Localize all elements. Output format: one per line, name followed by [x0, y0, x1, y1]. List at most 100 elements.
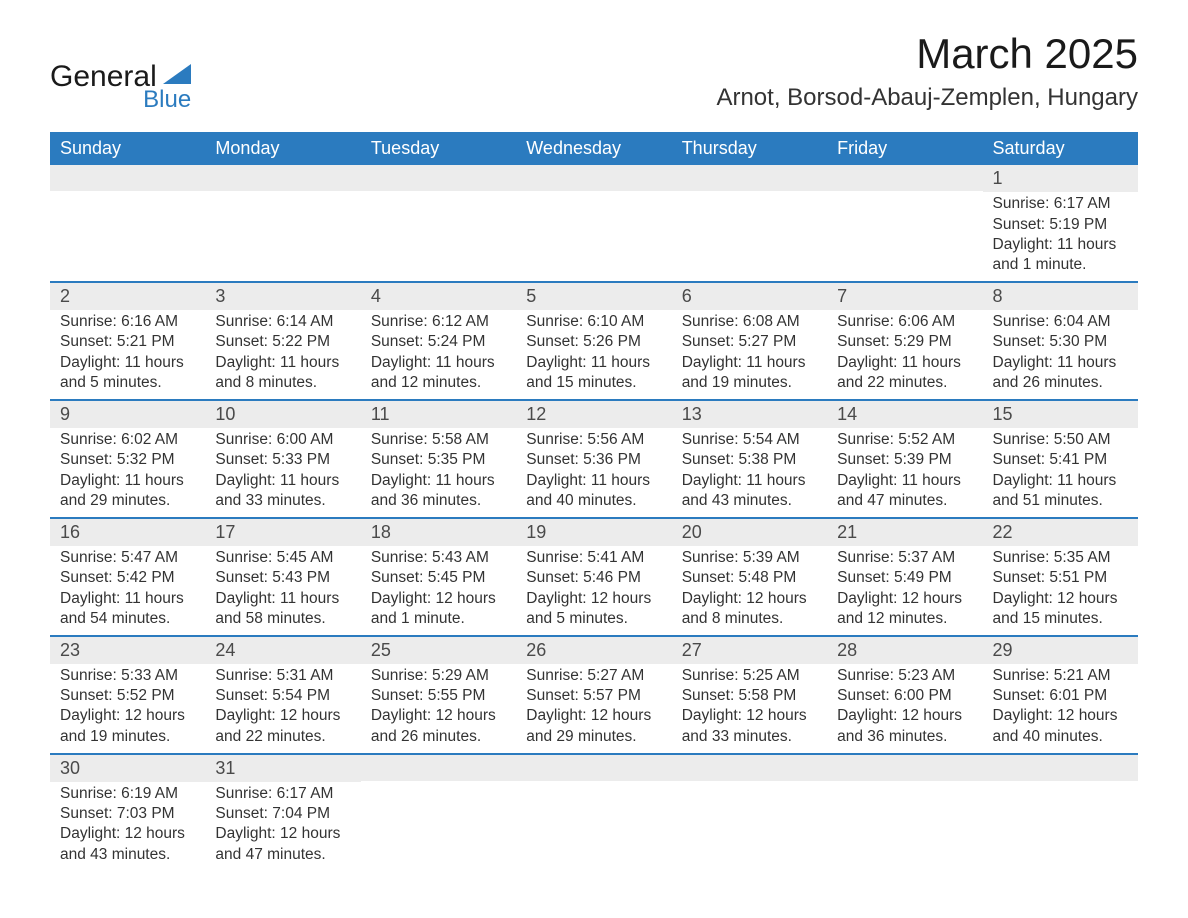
- day-cell: [205, 165, 360, 281]
- daylight-text-1: Daylight: 12 hours: [60, 706, 195, 726]
- daylight-text-1: Daylight: 11 hours: [215, 353, 350, 373]
- day-cell: 3Sunrise: 6:14 AMSunset: 5:22 PMDaylight…: [205, 283, 360, 399]
- daylight-text-1: Daylight: 11 hours: [60, 471, 195, 491]
- sunset-text: Sunset: 5:32 PM: [60, 450, 195, 470]
- day-cell: 22Sunrise: 5:35 AMSunset: 5:51 PMDayligh…: [983, 519, 1138, 635]
- day-number: 13: [672, 401, 827, 428]
- day-info: [516, 781, 671, 789]
- day-number-empty: [827, 165, 982, 191]
- sunset-text: Sunset: 5:54 PM: [215, 686, 350, 706]
- sunrise-text: Sunrise: 5:37 AM: [837, 548, 972, 568]
- brand-word1: General: [50, 60, 157, 94]
- sunrise-text: Sunrise: 5:43 AM: [371, 548, 506, 568]
- week-row: 23Sunrise: 5:33 AMSunset: 5:52 PMDayligh…: [50, 635, 1138, 753]
- daylight-text-2: and 22 minutes.: [837, 373, 972, 393]
- sunrise-text: Sunrise: 5:47 AM: [60, 548, 195, 568]
- daylight-text-2: and 8 minutes.: [215, 373, 350, 393]
- daylight-text-2: and 22 minutes.: [215, 727, 350, 747]
- day-number: 16: [50, 519, 205, 546]
- daylight-text-2: and 40 minutes.: [993, 727, 1128, 747]
- day-number: 26: [516, 637, 671, 664]
- day-info: Sunrise: 5:39 AMSunset: 5:48 PMDaylight:…: [672, 546, 827, 635]
- daylight-text-2: and 54 minutes.: [60, 609, 195, 629]
- day-info: Sunrise: 5:35 AMSunset: 5:51 PMDaylight:…: [983, 546, 1138, 635]
- daylight-text-2: and 12 minutes.: [837, 609, 972, 629]
- day-cell: 12Sunrise: 5:56 AMSunset: 5:36 PMDayligh…: [516, 401, 671, 517]
- day-number: 27: [672, 637, 827, 664]
- day-info: Sunrise: 5:56 AMSunset: 5:36 PMDaylight:…: [516, 428, 671, 517]
- day-cell: 14Sunrise: 5:52 AMSunset: 5:39 PMDayligh…: [827, 401, 982, 517]
- day-cell: 27Sunrise: 5:25 AMSunset: 5:58 PMDayligh…: [672, 637, 827, 753]
- week-row: 9Sunrise: 6:02 AMSunset: 5:32 PMDaylight…: [50, 399, 1138, 517]
- daylight-text-2: and 43 minutes.: [60, 845, 195, 865]
- daylight-text-1: Daylight: 12 hours: [371, 589, 506, 609]
- day-number: 15: [983, 401, 1138, 428]
- day-cell: 20Sunrise: 5:39 AMSunset: 5:48 PMDayligh…: [672, 519, 827, 635]
- daylight-text-2: and 8 minutes.: [682, 609, 817, 629]
- day-info: Sunrise: 6:08 AMSunset: 5:27 PMDaylight:…: [672, 310, 827, 399]
- sunset-text: Sunset: 5:42 PM: [60, 568, 195, 588]
- daylight-text-2: and 29 minutes.: [526, 727, 661, 747]
- day-info: [205, 191, 360, 199]
- daylight-text-2: and 26 minutes.: [993, 373, 1128, 393]
- day-info: Sunrise: 6:19 AMSunset: 7:03 PMDaylight:…: [50, 782, 205, 871]
- daylight-text-2: and 29 minutes.: [60, 491, 195, 511]
- daylight-text-1: Daylight: 12 hours: [215, 824, 350, 844]
- day-number-empty: [205, 165, 360, 191]
- daylight-text-1: Daylight: 12 hours: [993, 589, 1128, 609]
- day-number-empty: [50, 165, 205, 191]
- day-number-empty: [672, 755, 827, 781]
- sunset-text: Sunset: 5:30 PM: [993, 332, 1128, 352]
- sunrise-text: Sunrise: 5:41 AM: [526, 548, 661, 568]
- sunrise-text: Sunrise: 5:50 AM: [993, 430, 1128, 450]
- day-cell: [516, 755, 671, 871]
- day-number: 3: [205, 283, 360, 310]
- daylight-text-1: Daylight: 11 hours: [837, 471, 972, 491]
- day-info: Sunrise: 5:33 AMSunset: 5:52 PMDaylight:…: [50, 664, 205, 753]
- sunset-text: Sunset: 5:35 PM: [371, 450, 506, 470]
- sunrise-text: Sunrise: 5:33 AM: [60, 666, 195, 686]
- day-number: 6: [672, 283, 827, 310]
- day-number-empty: [361, 755, 516, 781]
- sunset-text: Sunset: 5:58 PM: [682, 686, 817, 706]
- day-cell: 25Sunrise: 5:29 AMSunset: 5:55 PMDayligh…: [361, 637, 516, 753]
- sunrise-text: Sunrise: 5:21 AM: [993, 666, 1128, 686]
- day-number: 2: [50, 283, 205, 310]
- day-number-empty: [516, 165, 671, 191]
- day-cell: [361, 755, 516, 871]
- day-number: 7: [827, 283, 982, 310]
- daylight-text-2: and 5 minutes.: [60, 373, 195, 393]
- daylight-text-1: Daylight: 11 hours: [837, 353, 972, 373]
- day-number: 8: [983, 283, 1138, 310]
- day-cell: 9Sunrise: 6:02 AMSunset: 5:32 PMDaylight…: [50, 401, 205, 517]
- sunset-text: Sunset: 5:49 PM: [837, 568, 972, 588]
- daylight-text-1: Daylight: 11 hours: [215, 589, 350, 609]
- daylight-text-1: Daylight: 11 hours: [993, 235, 1128, 255]
- sunset-text: Sunset: 5:24 PM: [371, 332, 506, 352]
- daylight-text-1: Daylight: 12 hours: [682, 706, 817, 726]
- sunset-text: Sunset: 6:01 PM: [993, 686, 1128, 706]
- sunrise-text: Sunrise: 5:58 AM: [371, 430, 506, 450]
- day-info: [516, 191, 671, 199]
- sunset-text: Sunset: 5:57 PM: [526, 686, 661, 706]
- sunset-text: Sunset: 7:03 PM: [60, 804, 195, 824]
- day-info: Sunrise: 5:37 AMSunset: 5:49 PMDaylight:…: [827, 546, 982, 635]
- sunrise-text: Sunrise: 6:10 AM: [526, 312, 661, 332]
- sunrise-text: Sunrise: 6:17 AM: [215, 784, 350, 804]
- daylight-text-2: and 19 minutes.: [682, 373, 817, 393]
- day-number-empty: [516, 755, 671, 781]
- day-cell: 29Sunrise: 5:21 AMSunset: 6:01 PMDayligh…: [983, 637, 1138, 753]
- daylight-text-2: and 36 minutes.: [837, 727, 972, 747]
- day-cell: 16Sunrise: 5:47 AMSunset: 5:42 PMDayligh…: [50, 519, 205, 635]
- daylight-text-2: and 33 minutes.: [682, 727, 817, 747]
- day-header: Wednesday: [516, 132, 671, 165]
- day-number: 31: [205, 755, 360, 782]
- daylight-text-1: Daylight: 12 hours: [526, 706, 661, 726]
- day-info: [361, 781, 516, 789]
- daylight-text-2: and 1 minute.: [371, 609, 506, 629]
- header: General Blue March 2025 Arnot, Borsod-Ab…: [50, 30, 1138, 114]
- daylight-text-2: and 36 minutes.: [371, 491, 506, 511]
- day-number: 21: [827, 519, 982, 546]
- day-info: Sunrise: 5:45 AMSunset: 5:43 PMDaylight:…: [205, 546, 360, 635]
- daylight-text-1: Daylight: 11 hours: [215, 471, 350, 491]
